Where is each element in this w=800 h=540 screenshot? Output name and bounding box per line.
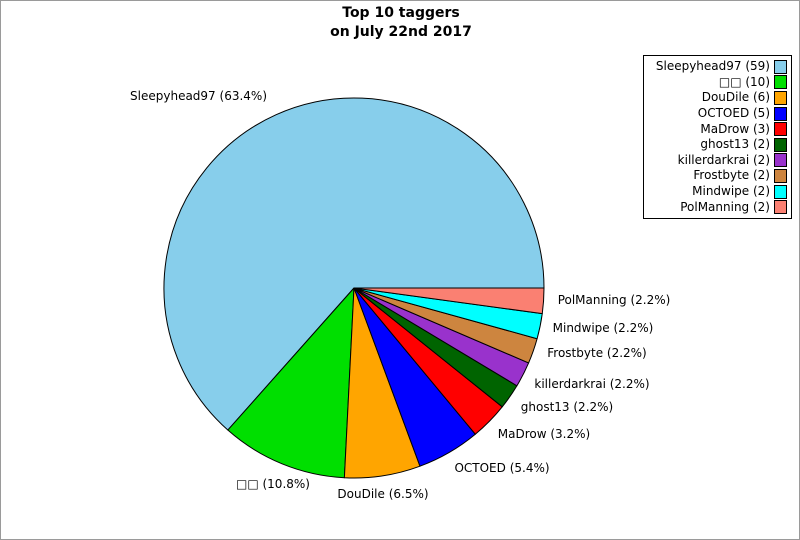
legend-label: Frostbyte (2) (693, 168, 770, 183)
slice-label-ghost13: ghost13 (2.2%) (521, 400, 613, 414)
slice-label-OCTOED: OCTOED (5.4%) (454, 461, 549, 475)
legend-label: OCTOED (5) (697, 106, 770, 121)
legend-color-swatch (774, 59, 787, 74)
slice-label-MaDrow: MaDrow (3.2%) (498, 427, 590, 441)
legend-label: killerdarkrai (2) (677, 152, 770, 167)
chart-title: Top 10 taggers on July 22nd 2017 (1, 4, 799, 42)
legend-color-swatch (774, 75, 787, 90)
legend-item-MaDrow: MaDrow (3) (647, 121, 787, 137)
legend-item-Frostbyte: Frostbyte (2) (647, 168, 787, 184)
legend-label: PolManning (2) (680, 199, 770, 214)
legend-item-Mindwipe: Mindwipe (2) (647, 184, 787, 200)
legend-label: Sleepyhead97 (59) (655, 59, 770, 74)
slice-label-Sleepyhead97: Sleepyhead97 (63.4%) (130, 89, 267, 103)
legend-item-PolManning: PolManning (2) (647, 199, 787, 215)
legend-label: Mindwipe (2) (692, 184, 770, 199)
legend-label: DouDile (6) (701, 90, 770, 105)
chart-title-line1: Top 10 taggers (342, 5, 460, 21)
slice-label-killerdarkrai: killerdarkrai (2.2%) (534, 377, 649, 391)
legend-item-ghost13: ghost13 (2) (647, 137, 787, 153)
slice-label-PolManning: PolManning (2.2%) (558, 293, 671, 307)
legend-color-swatch (774, 137, 787, 152)
legend-label: □□ (10) (718, 74, 770, 89)
pie-slice-Sleepyhead97 (163, 97, 545, 431)
legend-color-swatch (774, 168, 787, 183)
legend-item-DouDile: DouDile (6) (647, 90, 787, 106)
legend-item-Sleepyhead97: Sleepyhead97 (59) (647, 59, 787, 75)
legend-color-swatch (774, 153, 787, 168)
chart-title-line2: on July 22nd 2017 (330, 24, 472, 40)
pie-slice-PolManning (353, 287, 545, 315)
slice-label-DouDile: DouDile (6.5%) (337, 487, 428, 501)
slice-label-Mindwipe: Mindwipe (2.2%) (553, 321, 654, 335)
legend-color-swatch (774, 106, 787, 121)
legend: Sleepyhead97 (59) □□ (10) DouDile (6) OCTOE… (643, 55, 792, 219)
legend-label: ghost13 (2) (700, 137, 770, 152)
slice-label-□□: □□ (10.8%) (236, 477, 310, 491)
pie-slice-□□ (227, 287, 355, 479)
legend-label: MaDrow (3) (700, 121, 770, 136)
legend-color-swatch (774, 184, 787, 199)
legend-item-OCTOED: OCTOED (5) (647, 106, 787, 122)
slice-label-Frostbyte: Frostbyte (2.2%) (547, 346, 646, 360)
legend-color-swatch (774, 122, 787, 137)
legend-color-swatch (774, 90, 787, 105)
legend-item-□□: □□ (10) (647, 75, 787, 91)
legend-color-swatch (774, 200, 787, 215)
legend-item-killerdarkrai: killerdarkrai (2) (647, 153, 787, 169)
